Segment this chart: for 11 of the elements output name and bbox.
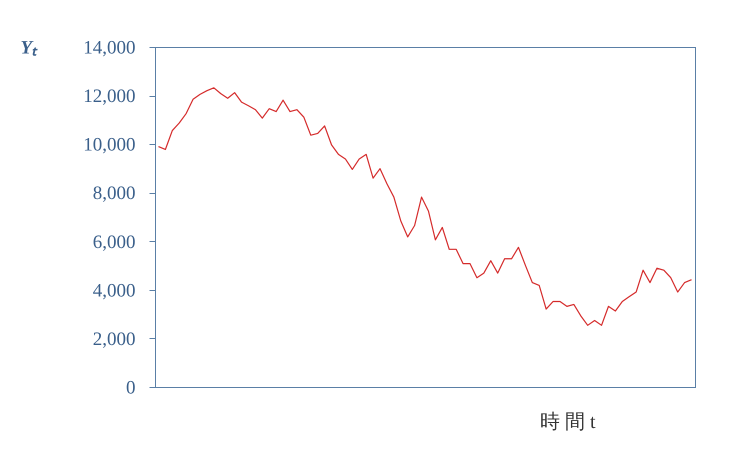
y-tick-label: 8,000 bbox=[92, 183, 136, 204]
y-tick-label: 12,000 bbox=[83, 86, 136, 108]
y-tick-label: 2,000 bbox=[92, 328, 136, 350]
line-series bbox=[158, 87, 692, 326]
x-axis-title: 時 間 t bbox=[540, 411, 596, 433]
y-tick-label: 0 bbox=[126, 378, 136, 398]
y-tick-label: 14,000 bbox=[83, 38, 136, 58]
y-tick-label: 10,000 bbox=[83, 134, 136, 156]
y-axis-title: Yₜ bbox=[20, 38, 38, 58]
y-tick-label: 6,000 bbox=[92, 232, 136, 253]
y-tick-label: 4,000 bbox=[92, 280, 136, 302]
